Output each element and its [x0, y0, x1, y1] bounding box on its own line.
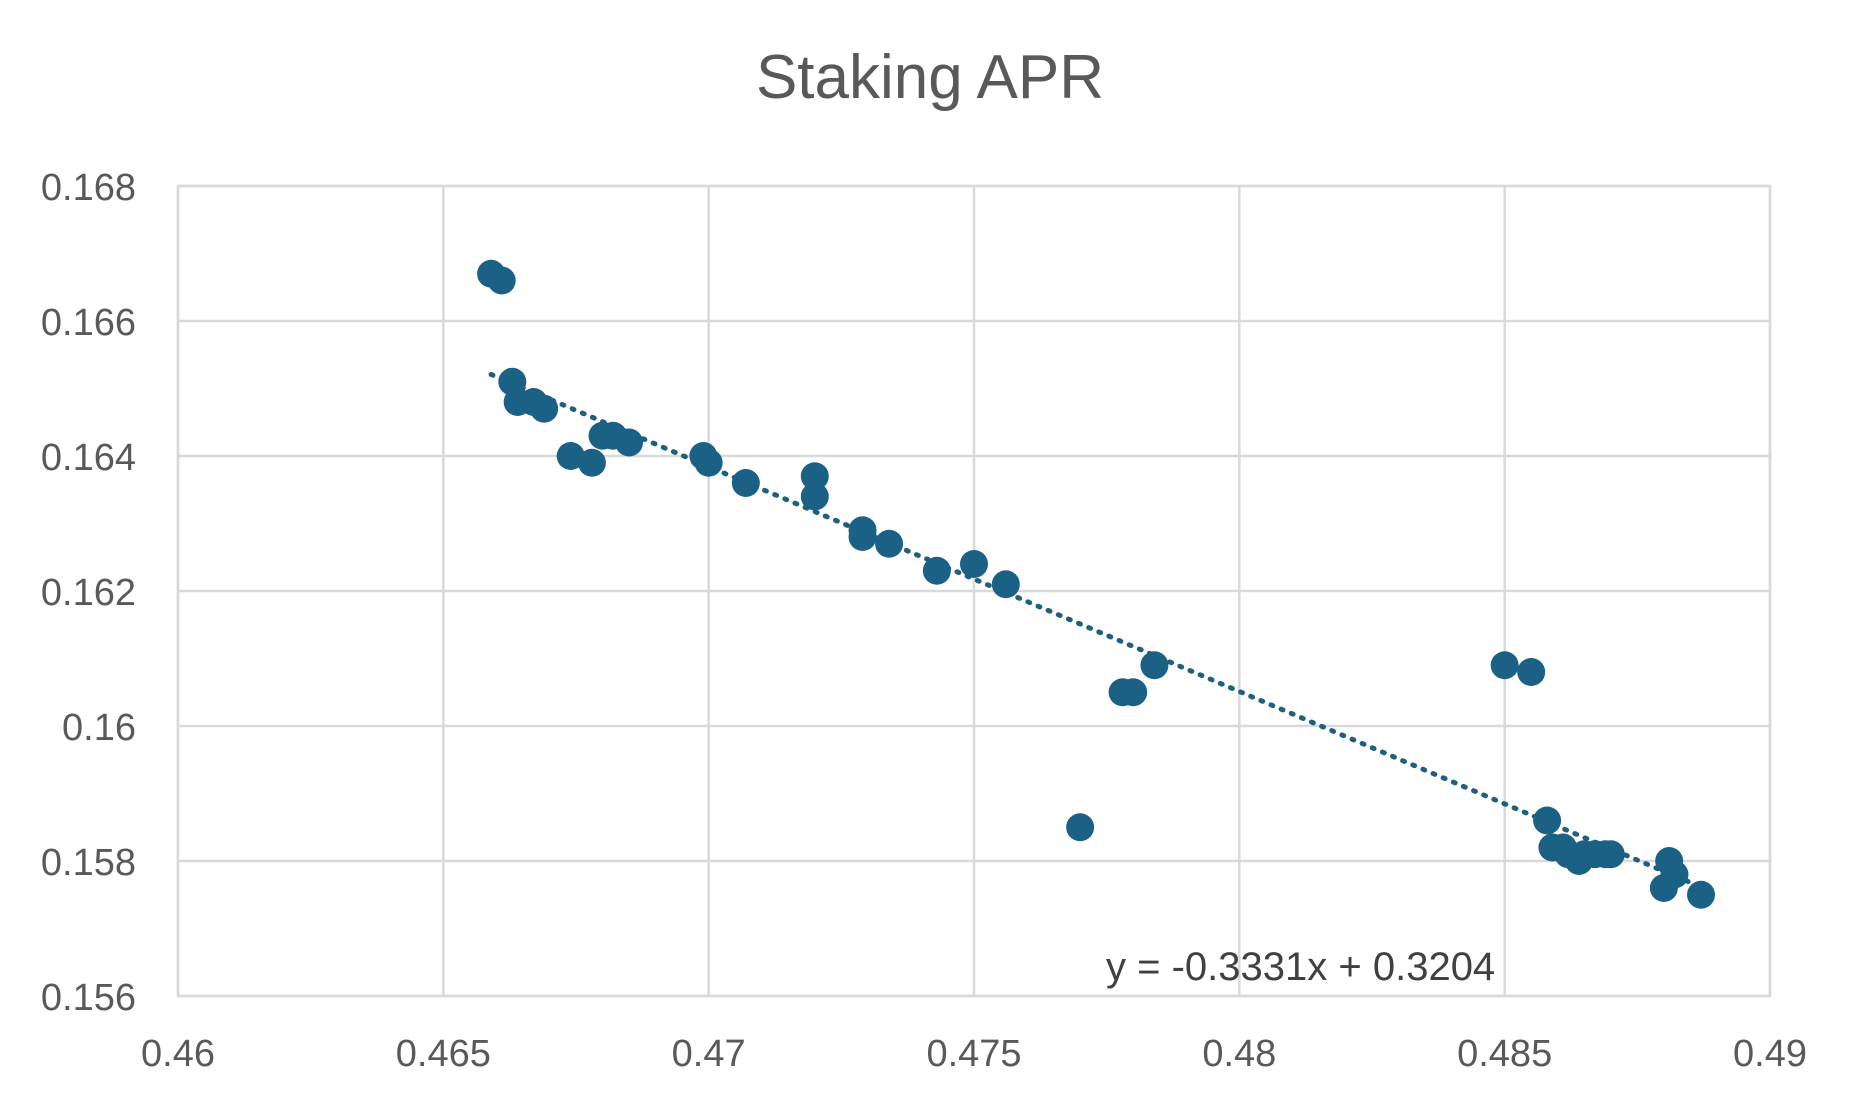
data-point: [577, 448, 606, 477]
x-tick-label: 0.465: [396, 1033, 491, 1075]
y-tick-label: 0.166: [41, 302, 136, 344]
data-point: [800, 462, 829, 491]
data-point: [991, 570, 1020, 599]
data-point: [556, 442, 585, 470]
data-point: [1517, 658, 1546, 686]
data-point: [1140, 651, 1169, 680]
data-point: [1533, 806, 1562, 835]
data-point: [1066, 813, 1095, 842]
y-tick-label: 0.158: [41, 842, 136, 884]
data-point: [731, 469, 760, 497]
linear-trendline: [488, 371, 1704, 890]
data-point: [1687, 880, 1716, 909]
trendline-equation: y = -0.3331x + 0.3204: [1106, 945, 1495, 989]
data-point: [487, 266, 516, 295]
x-axis-ticks: 0.46 0.465 0.47 0.475 0.48 0.485 0.49: [141, 1033, 1807, 1075]
y-tick-label: 0.168: [41, 167, 136, 209]
chart-title: Staking APR: [756, 43, 1104, 112]
data-point: [922, 556, 951, 585]
data-point: [1596, 840, 1625, 869]
data-point: [1660, 860, 1689, 889]
y-tick-label: 0.16: [62, 707, 136, 749]
data-point: [875, 529, 904, 558]
y-tick-label: 0.162: [41, 572, 136, 614]
data-point: [615, 428, 644, 457]
x-tick-label: 0.48: [1202, 1033, 1276, 1075]
y-tick-label: 0.156: [41, 977, 136, 1019]
x-tick-label: 0.47: [672, 1033, 746, 1075]
x-tick-label: 0.475: [926, 1033, 1021, 1075]
y-axis-ticks: 0.156 0.158 0.16 0.162 0.164 0.166 0.168: [41, 167, 136, 1019]
data-points: [477, 259, 1716, 909]
data-point: [694, 448, 723, 477]
data-point: [848, 523, 877, 551]
x-tick-label: 0.49: [1733, 1033, 1807, 1075]
trendline-layer: [488, 371, 1704, 890]
data-point: [960, 550, 988, 578]
plot-area-border: [176, 184, 1772, 998]
y-tick-label: 0.164: [41, 437, 136, 479]
data-point: [530, 394, 559, 423]
data-point: [800, 482, 829, 511]
gridlines: [176, 184, 1772, 998]
x-tick-label: 0.485: [1457, 1033, 1552, 1075]
data-point: [1490, 651, 1519, 680]
x-tick-label: 0.46: [141, 1033, 215, 1075]
data-point: [1119, 678, 1148, 707]
